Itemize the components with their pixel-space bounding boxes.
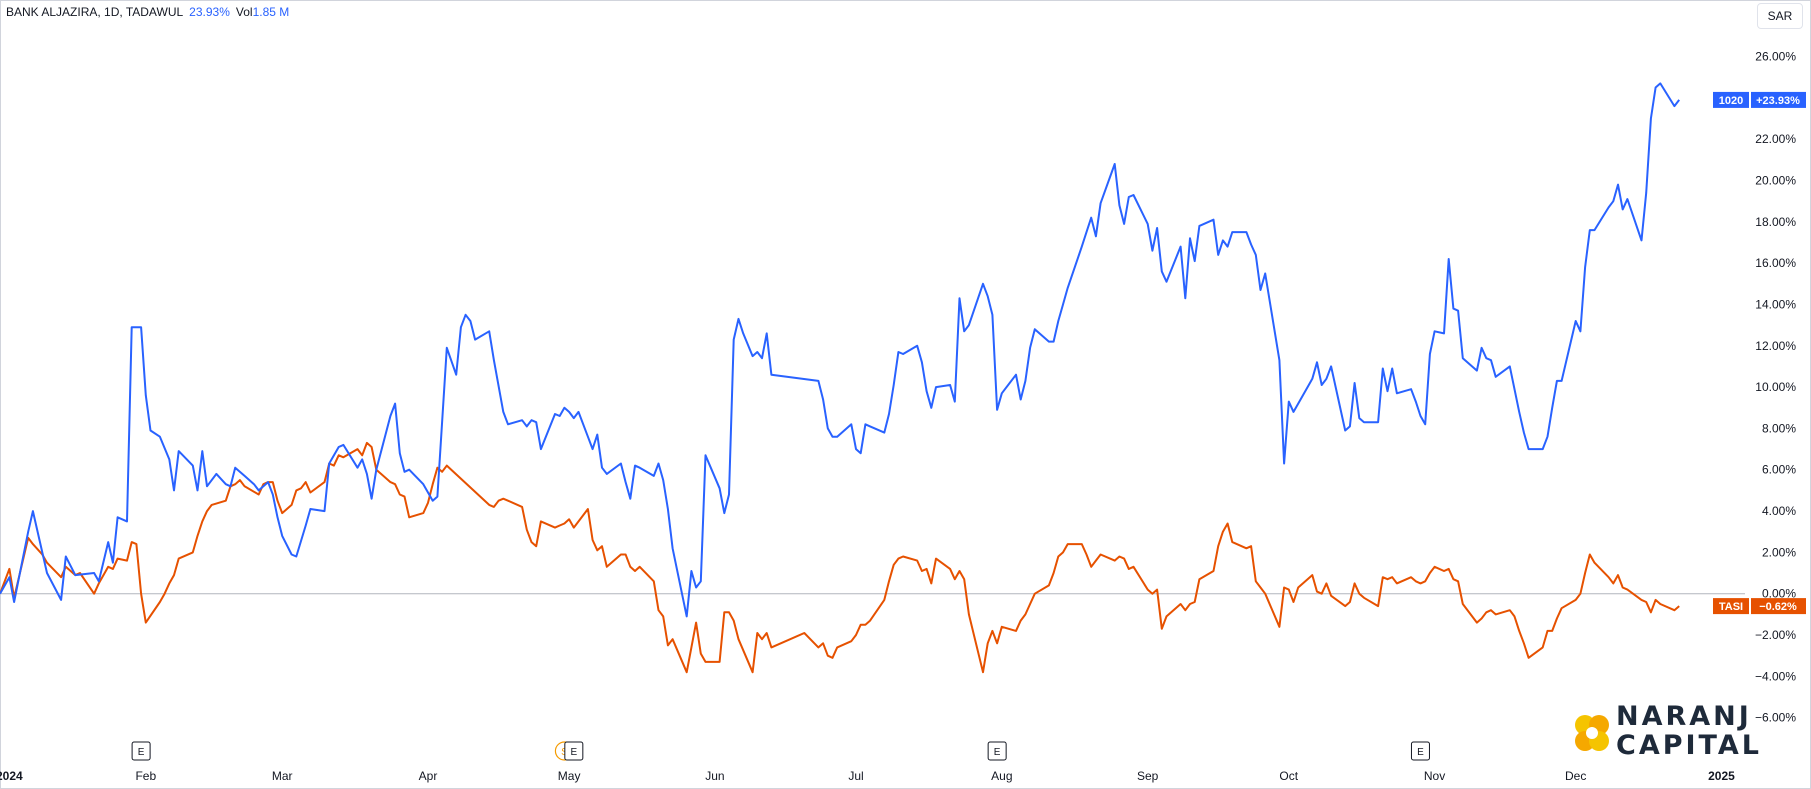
- event-marker-label: E: [570, 747, 577, 758]
- y-tick-label: 18.00%: [1755, 215, 1796, 229]
- y-tick-label: 12.00%: [1755, 339, 1796, 353]
- logo-line-1: NARANJ: [1616, 701, 1752, 732]
- last-value-tasi-bg: [1751, 598, 1806, 615]
- x-tick-label: Mar: [272, 769, 293, 783]
- price-axis[interactable]: 26.00%24.00%22.00%20.00%18.00%16.00%14.0…: [1755, 50, 1796, 725]
- symbol-title[interactable]: BANK ALJAZIRA, 1D, TADAWUL: [6, 5, 184, 19]
- series-tag-tasi: TASI: [1719, 601, 1743, 613]
- y-tick-label: 4.00%: [1762, 504, 1796, 518]
- earnings-event-marker: [131, 741, 151, 761]
- x-tick-label: Feb: [135, 769, 156, 783]
- series-line-1020: [0, 82, 1680, 618]
- earnings-event-marker: [564, 741, 584, 761]
- x-tick-label: Dec: [1565, 769, 1586, 783]
- volume-value: 1.85 M: [252, 5, 290, 19]
- x-tick-label: May: [558, 769, 581, 783]
- logo-line-2: CAPITAL: [1616, 730, 1762, 761]
- last-value-tasi: −0.62%: [1759, 601, 1797, 613]
- series-tag-1020-bg: [1713, 91, 1749, 108]
- series-tag-tasi-bg: [1713, 598, 1749, 615]
- event-marker-label: E: [994, 747, 1001, 758]
- change-percent: 23.93%: [189, 5, 230, 19]
- x-tick-label: Apr: [419, 769, 438, 783]
- symbol-legend: BANK ALJAZIRA, 1D, TADAWUL 23.93% Vol1.8…: [6, 5, 289, 19]
- y-tick-label: 6.00%: [1762, 463, 1796, 477]
- x-tick-label: 2024: [0, 769, 23, 783]
- x-tick-label: Nov: [1424, 769, 1445, 783]
- last-value-1020-bg: [1751, 91, 1806, 108]
- y-tick-label: 10.00%: [1755, 380, 1796, 394]
- naranj-capital-logo: NARANJ CAPITAL: [1568, 702, 1759, 760]
- series-line-tasi: [0, 441, 1680, 674]
- earnings-event-marker: [987, 741, 1007, 761]
- naranj-logo-icon: [1575, 715, 1609, 751]
- y-tick-label: 16.00%: [1755, 256, 1796, 270]
- x-tick-label: Aug: [991, 769, 1012, 783]
- series-group: [0, 82, 1680, 674]
- x-tick-label: 2025: [1708, 769, 1735, 783]
- y-tick-label: 22.00%: [1755, 132, 1796, 146]
- earnings-event-marker: [1410, 741, 1430, 761]
- time-axis[interactable]: 2024 Feb Mar Apr May Jun Jul Aug Sep Oct Nov Dec 202…: [0, 769, 1735, 783]
- last-value-1020: +23.93%: [1756, 95, 1800, 107]
- y-tick-label: −6.00%: [1755, 711, 1796, 725]
- y-tick-label: 26.00%: [1755, 50, 1796, 64]
- x-tick-label: Jun: [705, 769, 724, 783]
- y-tick-label: 2.00%: [1762, 545, 1796, 559]
- x-tick-label: Oct: [1279, 769, 1298, 783]
- event-marker-label: E: [138, 747, 145, 758]
- volume-label: Vol: [235, 5, 253, 19]
- y-tick-label: 20.00%: [1755, 173, 1796, 187]
- currency-button[interactable]: SAR: [1757, 3, 1803, 29]
- y-tick-label: 8.00%: [1762, 421, 1796, 435]
- last-value-tags: 1020 +23.93% TASI −0.62%: [1713, 91, 1806, 615]
- event-marker-label: E: [1417, 747, 1424, 758]
- y-tick-label: 14.00%: [1755, 297, 1796, 311]
- y-tick-label: −4.00%: [1755, 669, 1796, 683]
- series-tag-1020: 1020: [1719, 95, 1743, 107]
- y-tick-label: 0.00%: [1762, 587, 1796, 601]
- events-group: ESEEE: [131, 741, 1430, 761]
- y-tick-label: −2.00%: [1755, 628, 1796, 642]
- x-tick-label: Sep: [1137, 769, 1159, 783]
- x-tick-label: Jul: [848, 769, 863, 783]
